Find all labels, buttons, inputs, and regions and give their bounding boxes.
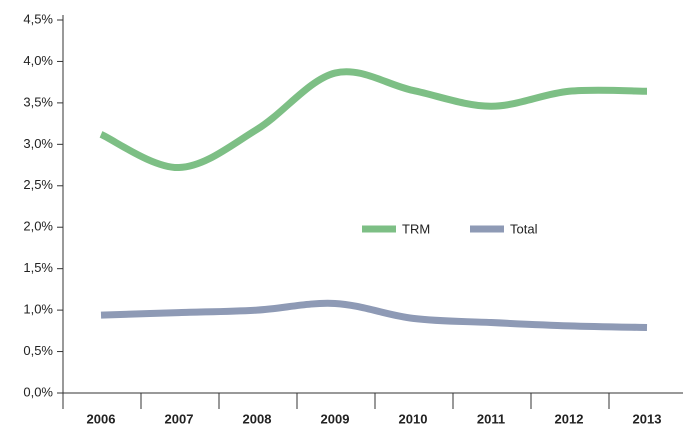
y-tick-label: 1,5% bbox=[23, 260, 53, 275]
y-tick-label: 1,0% bbox=[23, 302, 53, 317]
legend-label: TRM bbox=[402, 221, 430, 236]
y-tick-label: 4,5% bbox=[23, 11, 53, 26]
x-tick-label: 2006 bbox=[87, 411, 116, 426]
y-tick-label: 0,0% bbox=[23, 384, 53, 399]
x-tick-label: 2012 bbox=[555, 411, 584, 426]
x-tick-label: 2008 bbox=[243, 411, 272, 426]
line-series bbox=[99, 68, 648, 172]
legend-label: Total bbox=[510, 221, 538, 236]
y-tick-label: 2,5% bbox=[23, 177, 53, 192]
y-tick-label: 3,5% bbox=[23, 94, 53, 109]
y-tick-label: 3,0% bbox=[23, 136, 53, 151]
x-tick-label: 2009 bbox=[321, 411, 350, 426]
y-tick-label: 2,0% bbox=[23, 219, 53, 234]
x-tick-label: 2013 bbox=[633, 411, 662, 426]
x-tick-label: 2007 bbox=[165, 411, 194, 426]
y-tick-label: 4,0% bbox=[23, 53, 53, 68]
line-series bbox=[100, 299, 648, 332]
x-tick-label: 2010 bbox=[399, 411, 428, 426]
y-tick-label: 0,5% bbox=[23, 343, 53, 358]
x-tick-label: 2011 bbox=[477, 411, 505, 426]
